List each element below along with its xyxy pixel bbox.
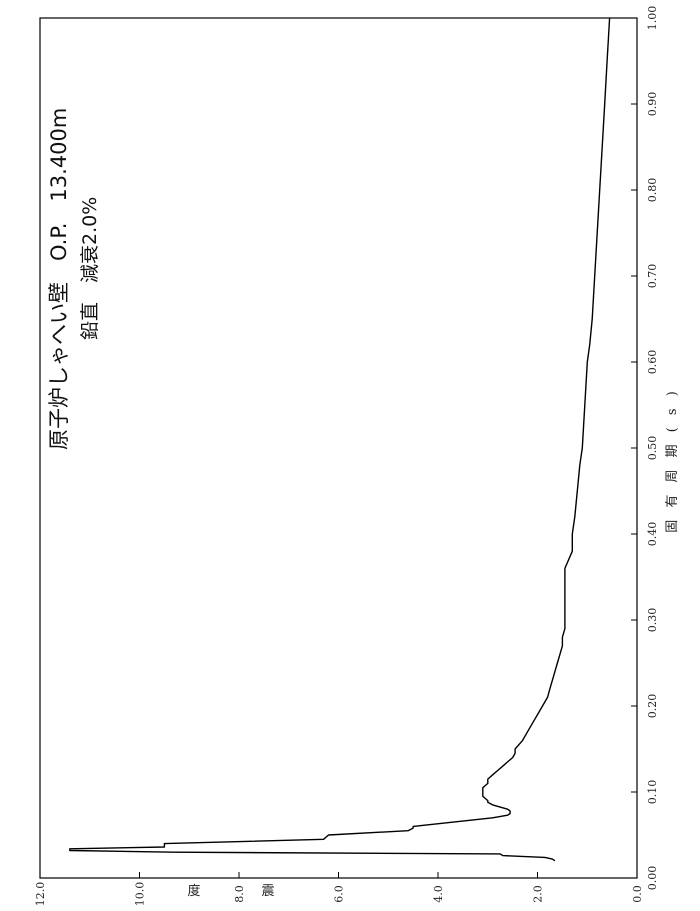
x-tick-label: 0.30 [646, 608, 659, 633]
plot-frame [39, 17, 638, 879]
y-axis-label-char-2: 度 [187, 883, 204, 899]
series-line [69, 17, 611, 862]
x-tick-label: 0.20 [646, 694, 659, 719]
x-axis-ticks: 0.00 0.10 0.20 0.30 0.40 0.50 0.60 0.70 0.80 0.90… [631, 6, 659, 891]
x-tick-label: 0.00 [646, 866, 659, 891]
y-tick-label: 0.0 [631, 885, 644, 903]
y-tick-label: 6.0 [333, 885, 346, 903]
x-tick-label: 0.60 [646, 350, 659, 375]
x-tick-label: 1.00 [646, 6, 659, 31]
x-tick-label: 0.90 [646, 92, 659, 117]
x-tick-label: 0.80 [646, 178, 659, 203]
chart-title: 原子炉しゃへい壁 O.P. 13.400m [47, 108, 71, 450]
y-tick-label: 10.0 [134, 882, 147, 907]
chart-title-group: 原子炉しゃへい壁 O.P. 13.400m 鉛直 減衰2.0% [47, 108, 101, 450]
y-tick-label: 12.0 [34, 882, 47, 907]
x-tick-label: 0.70 [646, 264, 659, 289]
chart-subtitle: 鉛直 減衰2.0% [79, 197, 101, 340]
y-tick-label: 8.0 [233, 885, 246, 903]
y-axis-ticks: 0.0 2.0 4.0 6.0 8.0 10.0 12.0 [34, 872, 644, 906]
x-tick-label: 0.40 [646, 522, 659, 547]
y-axis-label-char-1: 震 [261, 884, 278, 899]
x-axis-label: 固 有 周 期 ( s ) [665, 387, 680, 533]
y-tick-label: 2.0 [532, 885, 545, 903]
y-tick-label: 4.0 [432, 885, 445, 903]
x-tick-label: 0.10 [646, 780, 659, 805]
x-tick-label: 0.50 [646, 436, 659, 461]
